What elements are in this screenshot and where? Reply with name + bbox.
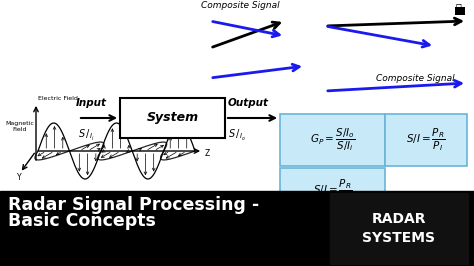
Bar [120,98,225,138]
Bar [280,114,385,166]
Text: $G_P = \dfrac{S/I_o}{S/I_i}$: $G_P = \dfrac{S/I_o}{S/I_i}$ [310,127,355,153]
Text: Magnetic
Field: Magnetic Field [6,121,35,132]
Text: Z: Z [205,148,210,157]
Bar [280,168,385,214]
Text: $S/I = \dfrac{P_R}{P_I}$: $S/I = \dfrac{P_R}{P_I}$ [313,178,352,205]
Text: 🔊: 🔊 [455,2,461,12]
Text: $S\,/_{I_o}$: $S\,/_{I_o}$ [228,128,246,143]
Bar [330,193,468,264]
Text: $S\,/_{I_i}$: $S\,/_{I_i}$ [78,128,94,143]
Text: Radar Signal Processing -: Radar Signal Processing - [8,196,259,214]
Text: Output: Output [228,98,269,108]
Text: Composite Signal: Composite Signal [376,74,454,83]
Text: Composite Signal: Composite Signal [201,1,279,10]
Text: Electric Field: Electric Field [38,96,78,101]
Text: Basic Concepts: Basic Concepts [8,212,156,230]
Text: EM Wave
Propagation
Direction: EM Wave Propagation Direction [190,113,225,130]
Text: ET: ET [456,8,465,14]
Bar [0,191,474,266]
Text: RADAR
SYSTEMS: RADAR SYSTEMS [363,212,436,245]
Text: Input: Input [76,98,107,108]
Text: $S/I = \dfrac{P_R}{P_I}$: $S/I = \dfrac{P_R}{P_I}$ [406,127,446,153]
Text: Y: Y [17,172,22,181]
Bar [385,114,467,166]
Text: System: System [146,111,199,124]
